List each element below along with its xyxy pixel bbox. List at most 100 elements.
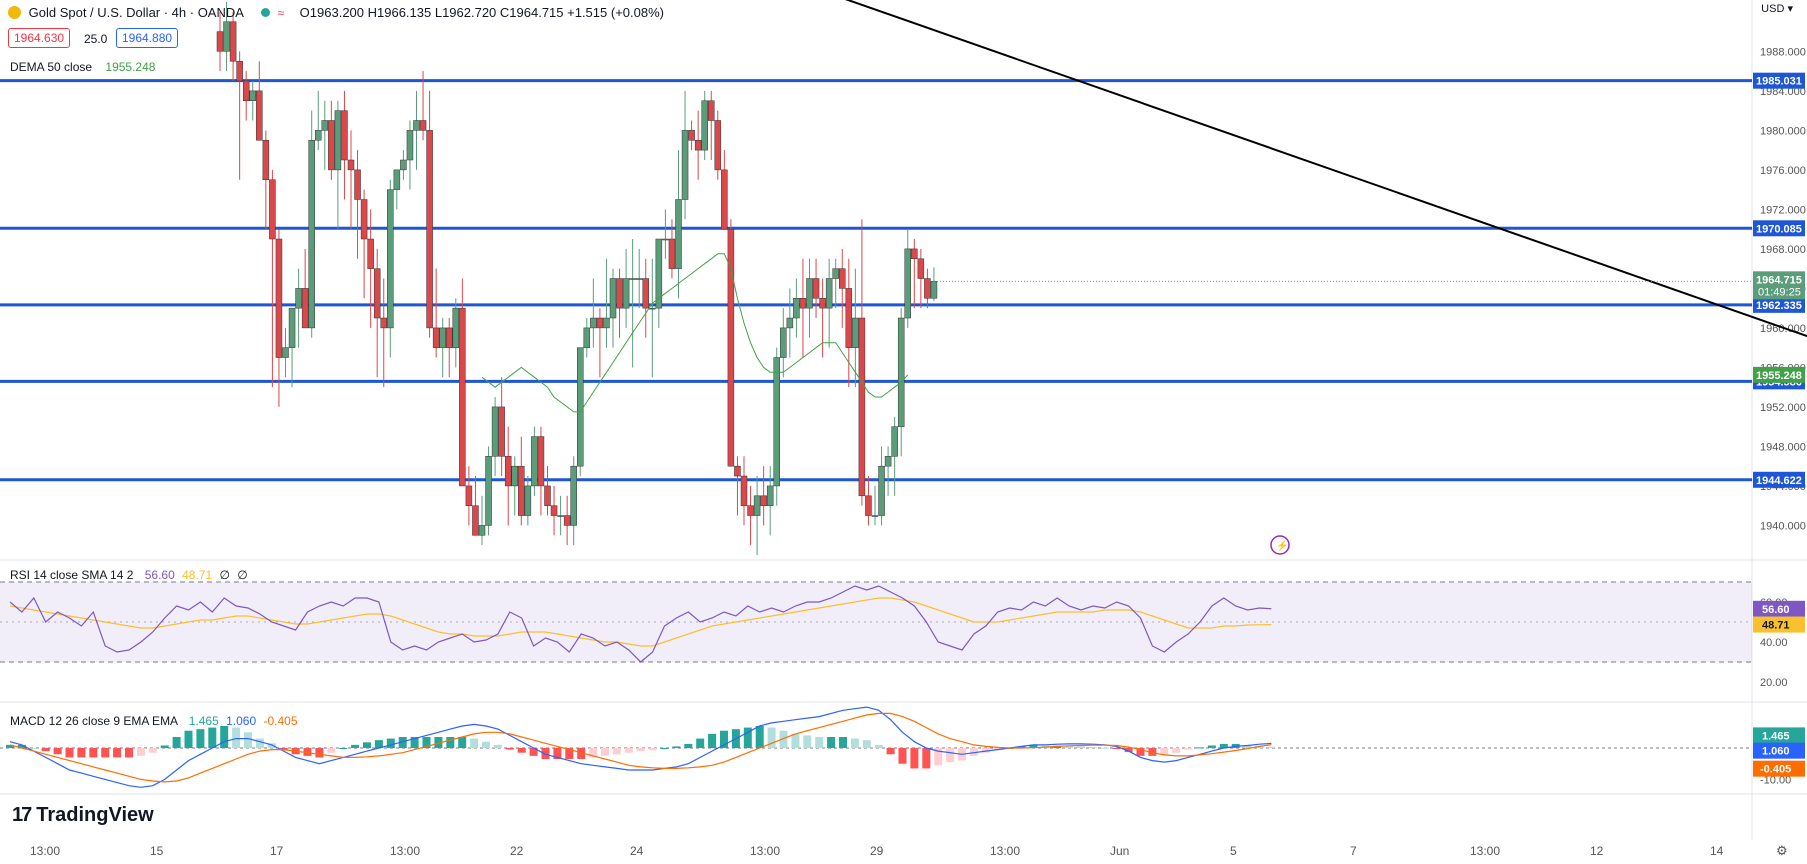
candle xyxy=(871,485,879,526)
macd-histogram-bar xyxy=(89,748,98,758)
tradingview-logo[interactable]: 17 TradingView xyxy=(12,804,154,827)
candle xyxy=(491,397,499,477)
macd-histogram-bar xyxy=(981,748,990,753)
price-tick-label: 1948.000 xyxy=(1760,441,1806,453)
candle xyxy=(911,239,918,309)
gold-coin-icon xyxy=(8,6,21,19)
candle xyxy=(485,446,492,536)
candle xyxy=(249,80,256,121)
candle-body xyxy=(616,278,623,309)
macd-histogram-bar xyxy=(791,733,800,748)
candle xyxy=(753,476,761,556)
candle-body xyxy=(766,485,774,506)
macd-histogram-bar xyxy=(886,748,895,755)
candle xyxy=(446,318,453,378)
candle-body xyxy=(649,307,656,310)
dema-legend[interactable]: DEMA 50 close 1955.248 xyxy=(10,60,155,74)
candle xyxy=(236,51,243,180)
macd-histogram-bar xyxy=(1136,748,1145,756)
rsi-sma-line xyxy=(9,597,1272,647)
macd-histogram-bar xyxy=(636,748,645,752)
dema-price-tag xyxy=(1753,366,1805,383)
candle-body xyxy=(753,495,761,516)
macd-histogram-bar xyxy=(255,738,264,748)
logo-text: TradingView xyxy=(36,804,154,826)
candle xyxy=(786,288,794,358)
macd-histogram-bar xyxy=(374,740,383,748)
candle-body xyxy=(701,100,708,151)
rsi-sma-label: 48.71 xyxy=(1762,620,1790,632)
time-tick-label: 15 xyxy=(150,844,164,858)
candle xyxy=(262,130,270,230)
candle-body xyxy=(472,505,479,536)
candle xyxy=(518,436,525,526)
macd-tick-label: -10.00 xyxy=(1760,774,1791,786)
candle xyxy=(452,298,460,368)
macd-histogram-bar xyxy=(720,730,728,748)
macd-label: MACD 12 26 close 9 EMA EMA xyxy=(10,714,178,728)
currency-selector[interactable]: USD ▾ xyxy=(1761,2,1793,15)
macd-histogram-bar xyxy=(553,748,562,759)
macd-histogram-bar xyxy=(1088,747,1097,749)
candle xyxy=(832,258,839,309)
candle-body xyxy=(924,278,931,299)
candle-body xyxy=(426,130,433,329)
candle-body xyxy=(583,327,591,348)
candle xyxy=(596,308,604,378)
symbol-header[interactable]: Gold Spot / U.S. Dollar · 4h · OANDA ≈ O… xyxy=(8,5,664,20)
macd-histogram-bar xyxy=(398,737,407,748)
candle-body xyxy=(400,159,407,171)
candle xyxy=(315,90,322,151)
candle-body xyxy=(596,317,604,329)
candle-body xyxy=(341,110,348,161)
macd-histogram-bar xyxy=(708,733,717,748)
candle xyxy=(504,426,512,526)
dema-line xyxy=(481,253,909,413)
candle-body xyxy=(465,485,473,506)
macd-legend[interactable]: MACD 12 26 close 9 EMA EMA 1.465 1.060 -… xyxy=(10,714,298,728)
buy-price-box[interactable]: 1964.880 xyxy=(116,28,179,48)
candle xyxy=(432,268,440,358)
macd-histogram-bar xyxy=(1243,744,1252,748)
candle xyxy=(688,120,695,151)
candle-body xyxy=(387,189,394,329)
candle-body xyxy=(629,278,636,280)
candle-body xyxy=(662,238,669,241)
candle-body xyxy=(740,475,748,506)
candle-body xyxy=(269,179,276,240)
candle xyxy=(393,169,401,210)
candle-body xyxy=(930,281,938,299)
candle-body xyxy=(688,130,695,141)
candle xyxy=(406,120,414,190)
candle-body xyxy=(884,456,892,467)
macd-histogram-bar xyxy=(267,743,276,748)
time-tick-label: 14 xyxy=(1710,844,1724,858)
candle-body xyxy=(459,307,466,487)
candle-body xyxy=(721,169,728,230)
sell-price-box[interactable]: 1964.630 xyxy=(8,28,71,48)
candle-body xyxy=(393,169,401,190)
candle xyxy=(465,466,473,526)
candle-body xyxy=(347,159,355,171)
countdown-label: 01:49:25 xyxy=(1758,286,1801,298)
candle-body xyxy=(223,21,230,52)
macd-histogram-bar xyxy=(196,729,205,748)
rsi-legend[interactable]: RSI 14 close SMA 14 2 56.60 48.71 ∅ ∅ xyxy=(10,568,248,582)
candle xyxy=(766,466,774,536)
candle xyxy=(439,318,446,378)
candle xyxy=(570,456,577,546)
dema-price-label: 1955.248 xyxy=(1756,370,1802,382)
candle xyxy=(694,110,702,180)
candle xyxy=(334,100,342,230)
candle-body xyxy=(655,238,663,309)
candle-body xyxy=(282,347,289,358)
candle-body xyxy=(354,169,361,200)
candle-body xyxy=(812,278,820,299)
candle-body xyxy=(911,248,918,260)
macd-histogram-bar xyxy=(1017,746,1026,748)
candle-body xyxy=(485,456,492,526)
candle-body xyxy=(832,268,839,279)
candle xyxy=(708,90,715,160)
macd-histogram-bar xyxy=(1065,746,1074,748)
